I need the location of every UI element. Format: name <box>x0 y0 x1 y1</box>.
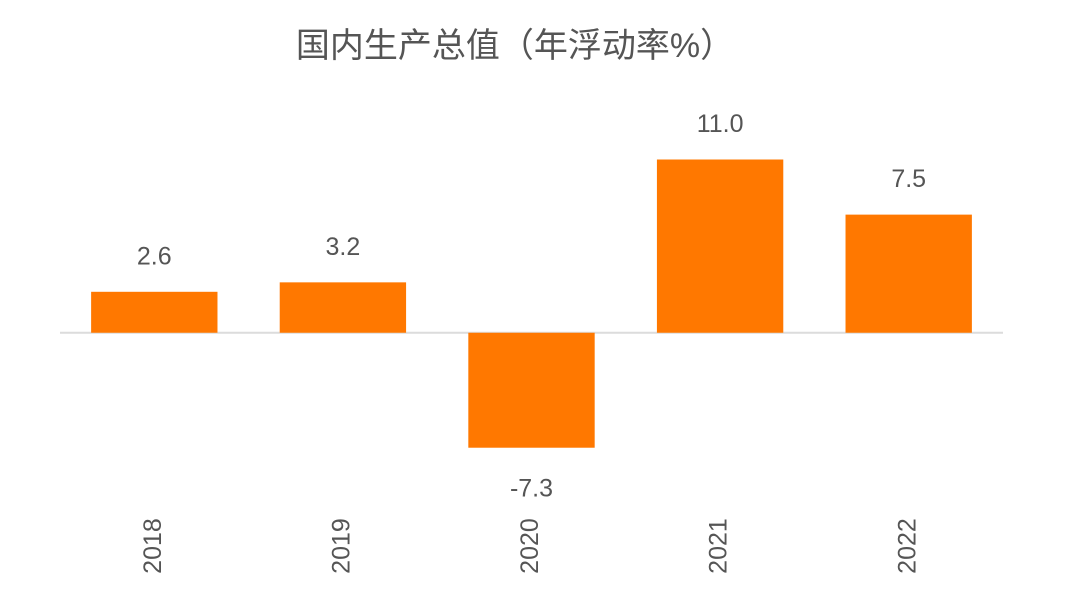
value-label: 11.0 <box>697 110 744 138</box>
value-label: 2.6 <box>137 242 172 270</box>
bar <box>468 332 595 448</box>
bar <box>845 214 972 333</box>
value-label: 3.2 <box>326 233 361 261</box>
x-tick-label: 2020 <box>516 518 544 574</box>
value-label: -7.3 <box>510 474 553 502</box>
bar <box>656 159 784 333</box>
x-tick-label: 2021 <box>705 518 733 574</box>
value-label: 7.5 <box>891 165 926 193</box>
x-tick-label: 2018 <box>139 518 167 574</box>
bar <box>91 291 218 333</box>
x-tick-label: 2022 <box>893 518 921 574</box>
chart-title: 国内生产总值（年浮动率%） <box>296 27 734 65</box>
x-tick-label: 2019 <box>328 518 356 574</box>
bar <box>279 282 407 333</box>
